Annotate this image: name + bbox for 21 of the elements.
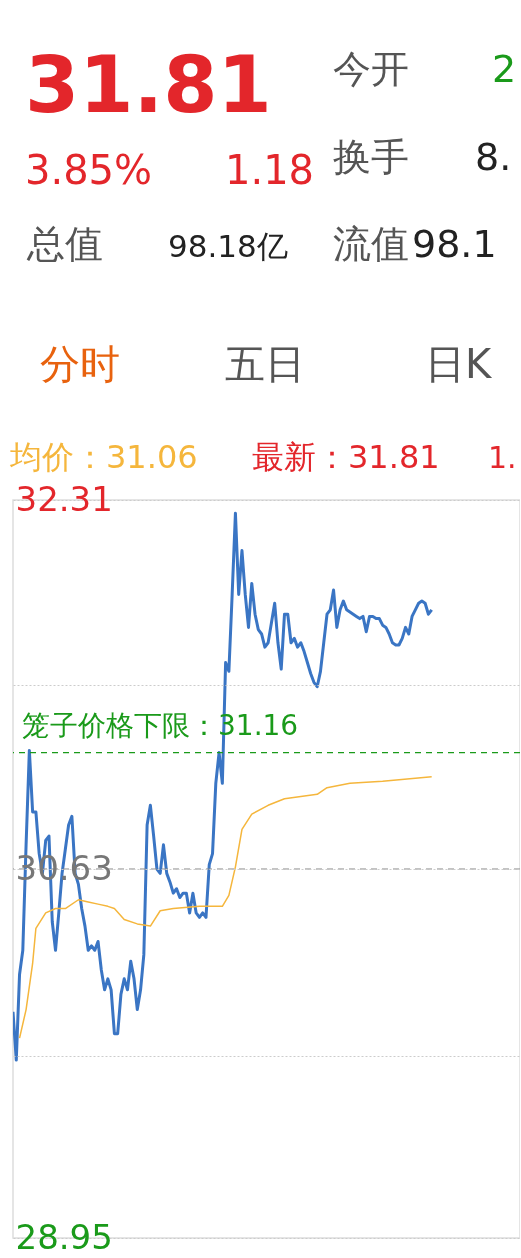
text: 98.1 (412, 222, 497, 266)
text: 五日 (225, 341, 305, 387)
y-tick-label: 28.95 (15, 1216, 113, 1257)
text: 3.85% (25, 147, 153, 193)
text: 31.81 (25, 40, 272, 130)
text: 1.18 (225, 147, 315, 193)
text: 换手 (333, 135, 409, 179)
text: 8. (475, 135, 512, 179)
line-series (18, 776, 433, 1039)
text: 今开 (333, 47, 409, 91)
text: 总值 (26, 222, 103, 266)
text: 1. (488, 440, 517, 475)
text: 98.18亿 (168, 228, 288, 264)
y-tick-label: 32.31 (15, 478, 113, 519)
text: 流值 (333, 222, 409, 266)
text: 分时 (40, 341, 120, 387)
text: 2 (492, 47, 517, 91)
text: 最新：31.81 (252, 438, 440, 476)
line-series (13, 511, 434, 1062)
text: 日K (425, 341, 493, 387)
text: 均价：31.06 (9, 438, 198, 476)
